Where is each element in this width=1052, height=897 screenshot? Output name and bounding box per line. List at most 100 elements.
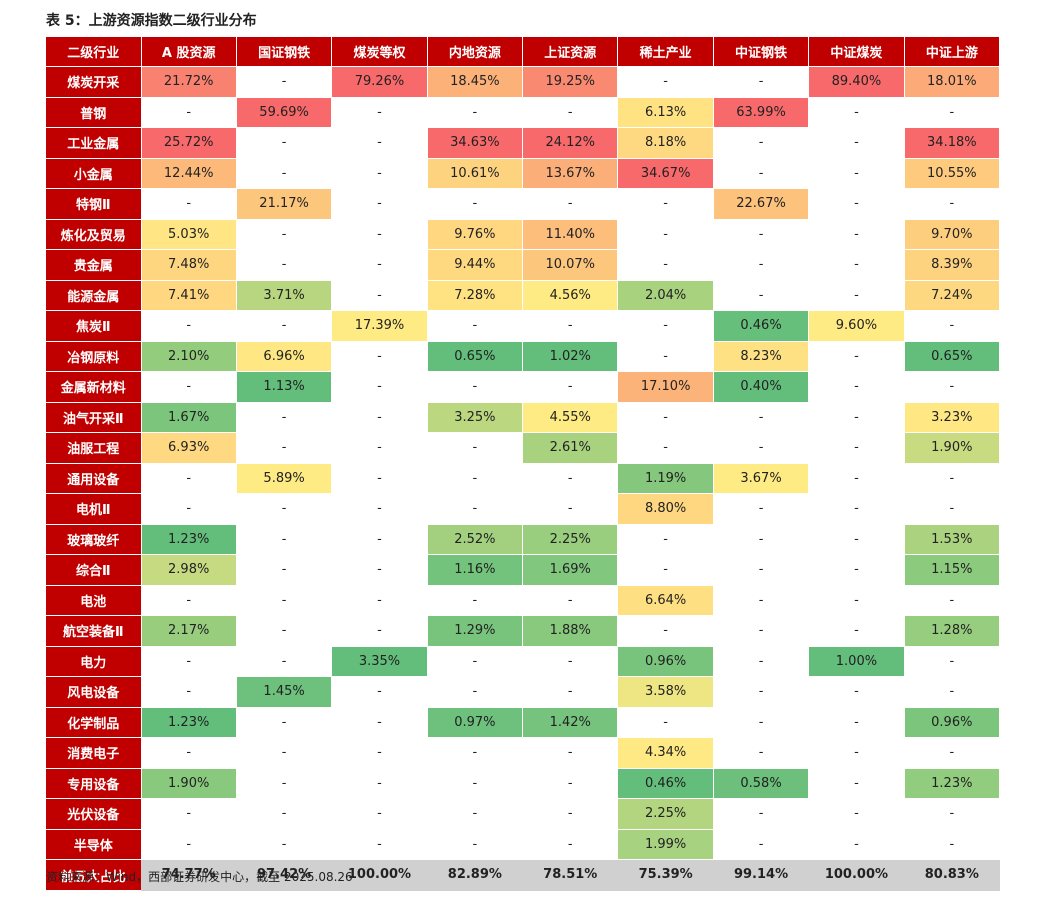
value-cell: - (140, 645, 237, 677)
value-cell: - (617, 432, 714, 464)
value-cell: 17.10% (617, 371, 714, 403)
value-cell: - (140, 737, 237, 769)
value-cell: 1.90% (140, 767, 237, 799)
value-cell: - (426, 371, 524, 403)
value-cell: 18.45% (426, 66, 524, 98)
value-cell: - (235, 66, 333, 98)
value-cell: - (808, 584, 905, 616)
value-cell: 0.46% (617, 767, 714, 799)
value-cell: - (712, 584, 810, 616)
value-cell: - (235, 798, 333, 830)
value-cell: 0.97% (426, 706, 524, 738)
value-cell: 6.96% (235, 340, 333, 372)
value-cell: 1.23% (140, 706, 237, 738)
value-cell: - (522, 371, 619, 403)
table-title: 表 5：上游资源指数二级行业分布 (46, 13, 257, 29)
value-cell: - (617, 401, 714, 433)
value-cell: - (712, 157, 810, 189)
value-cell: 2.25% (522, 523, 619, 555)
value-cell: - (235, 706, 333, 738)
value-cell: - (617, 249, 714, 281)
total-cell: 75.39% (617, 859, 714, 891)
value-cell: 8.18% (617, 127, 714, 159)
value-cell: - (617, 340, 714, 372)
value-cell: 1.13% (235, 371, 333, 403)
value-cell: - (617, 188, 714, 220)
value-cell: - (712, 523, 810, 555)
value-cell: - (522, 737, 619, 769)
value-cell: - (903, 371, 1001, 403)
row-label: 冶钢原料 (46, 340, 141, 372)
value-cell: - (426, 96, 524, 128)
total-cell: 99.14% (712, 859, 810, 891)
value-cell: 13.67% (522, 157, 619, 189)
value-cell: - (712, 432, 810, 464)
value-cell: 9.60% (808, 310, 905, 342)
value-cell: - (617, 523, 714, 555)
value-cell: 34.63% (426, 127, 524, 159)
value-cell: - (426, 737, 524, 769)
value-cell: - (426, 798, 524, 830)
header-cell-coal-equal-weight: 煤炭等权 (331, 37, 428, 67)
value-cell: - (140, 828, 237, 860)
value-cell: 24.12% (522, 127, 619, 159)
value-cell: - (903, 645, 1001, 677)
value-cell: 21.17% (235, 188, 333, 220)
value-cell: - (903, 462, 1001, 494)
total-cell: 74.77% (140, 859, 237, 891)
value-cell: - (522, 676, 619, 708)
header-cell-csi-upstream: 中证上游 (904, 37, 1001, 67)
value-cell: 3.58% (617, 676, 714, 708)
value-cell: 5.89% (235, 462, 333, 494)
value-cell: - (331, 706, 428, 738)
row-label: 化学制品 (46, 706, 141, 738)
value-cell: - (426, 676, 524, 708)
value-cell: - (903, 798, 1001, 830)
value-cell: 2.61% (522, 432, 619, 464)
value-cell: - (808, 340, 905, 372)
value-cell: - (331, 218, 428, 250)
table-row: 煤炭开采 21.72% -79.26% 18.45% 19.25% - -89.40% 18.… (46, 66, 1001, 98)
value-cell: - (808, 401, 905, 433)
source-footnote: 资料来源：Wind，西部证券研发中心，截至 2025.08.26 (46, 870, 353, 884)
value-cell: - (331, 462, 428, 494)
value-cell: 1.19% (617, 462, 714, 494)
value-cell: - (522, 767, 619, 799)
value-cell: - (808, 828, 905, 860)
value-cell: 7.41% (140, 279, 237, 311)
value-cell: - (712, 493, 810, 525)
row-label: 普钢 (46, 96, 141, 128)
value-cell: - (522, 493, 619, 525)
header-cell-rare-earth: 稀土产业 (617, 37, 714, 67)
total-row-label: 前五大占比 (46, 859, 141, 890)
table-row: 通用设备 -5.89% - - -1.19% 3.67% - - (46, 462, 1001, 494)
row-label: 消费电子 (46, 737, 141, 768)
value-cell: - (712, 676, 810, 708)
value-cell: 10.07% (522, 249, 619, 281)
value-cell: - (808, 523, 905, 555)
value-cell: 1.02% (522, 340, 619, 372)
value-cell: - (331, 401, 428, 433)
value-cell: 34.67% (617, 157, 714, 189)
value-cell: 79.26% (331, 66, 428, 98)
value-cell: - (617, 706, 714, 738)
row-label: 油服工程 (46, 432, 141, 463)
value-cell: - (808, 798, 905, 830)
value-cell: 8.80% (617, 493, 714, 525)
table-row: 金属新材料 -1.13% - - -17.10% 0.40% - - (46, 371, 1001, 403)
value-cell: - (522, 798, 619, 830)
table-row: 半导体 - - - - -1.99% - - - (46, 828, 1001, 860)
row-label: 油气开采Ⅱ (46, 401, 141, 433)
value-cell: - (808, 554, 905, 586)
header-row: 二级行业 A 股资源 国证钢铁 煤炭等权 内地资源 上证资源 稀土产业 中证钢铁… (46, 37, 1001, 67)
value-cell: - (331, 737, 428, 769)
value-cell: 8.39% (903, 249, 1001, 281)
value-cell: 2.10% (140, 340, 237, 372)
value-cell: - (903, 584, 1001, 616)
value-cell: - (331, 676, 428, 708)
value-cell: - (331, 249, 428, 281)
value-cell: - (808, 462, 905, 494)
table-row: 专用设备 1.90% - - - -0.46% 0.58% -1.23% (46, 767, 1001, 799)
row-label: 炼化及贸易 (46, 218, 141, 250)
value-cell: 63.99% (712, 96, 810, 128)
